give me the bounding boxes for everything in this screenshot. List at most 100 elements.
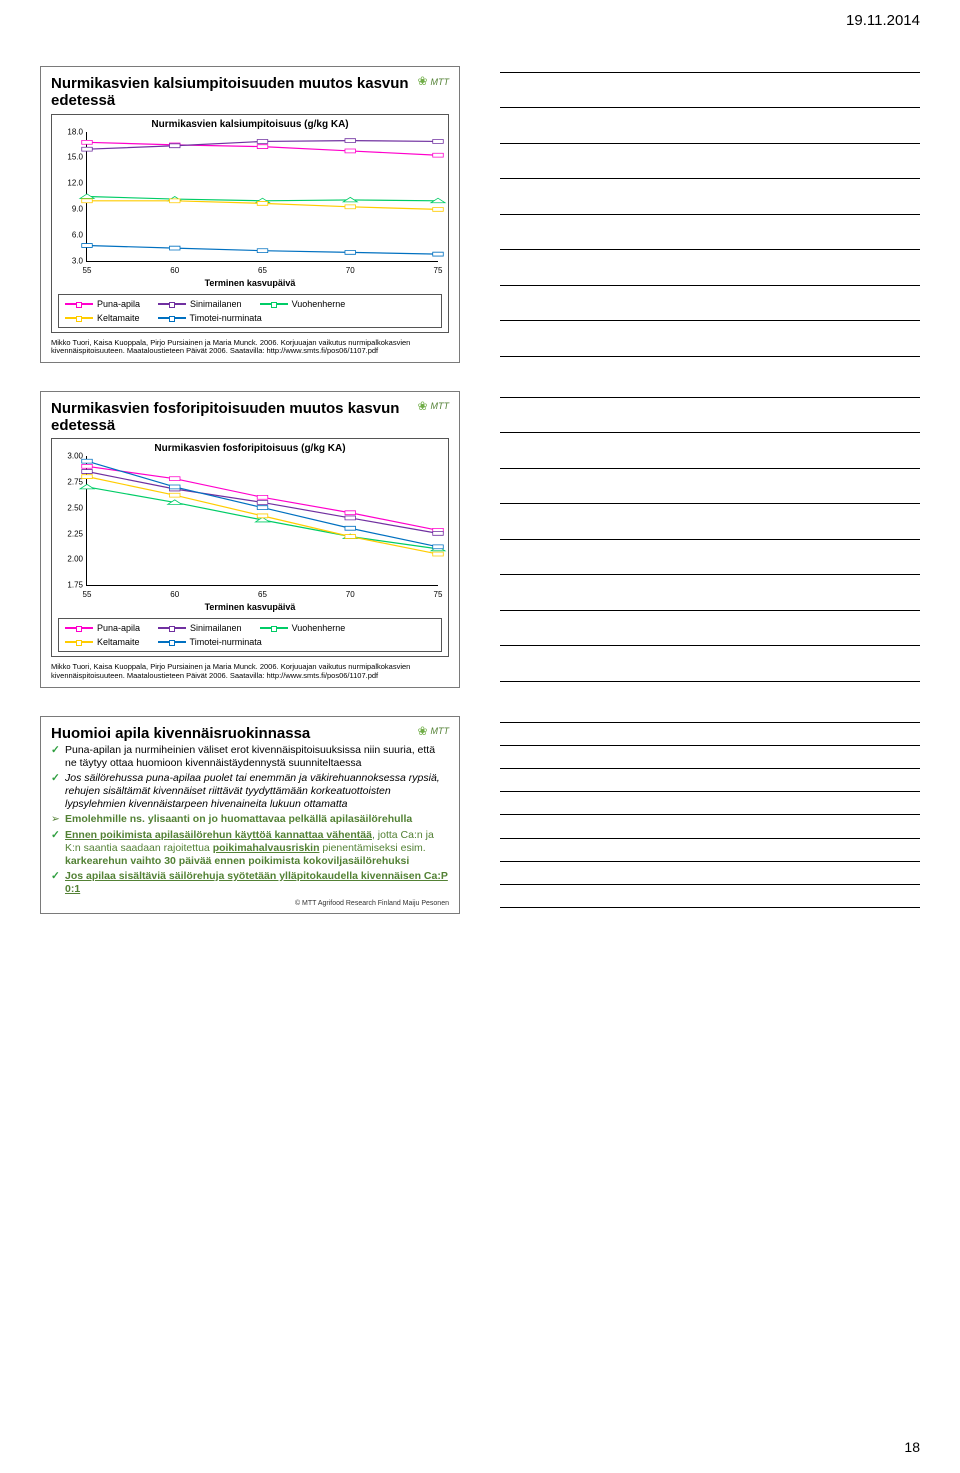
note-line [500, 72, 920, 73]
note-line [500, 320, 920, 321]
legend-label: Sinimailanen [190, 299, 242, 309]
x-tick: 60 [170, 266, 179, 275]
bullet-check: Ennen poikimista apilasäilörehun käyttöä… [65, 829, 449, 868]
note-line [500, 107, 920, 108]
y-tick: 2.75 [59, 478, 83, 487]
legend-item: Keltamaite [65, 637, 140, 647]
note-line [500, 574, 920, 575]
bullet-arrow: Emolehmille ns. ylisaanti on jo huomatta… [65, 813, 449, 826]
notes-area-1 [500, 66, 920, 363]
legend-label: Timotei-nurminata [190, 313, 262, 323]
row-2: Nurmikasvien fosforipitoisuuden muutos k… [40, 391, 920, 688]
note-line [500, 397, 920, 398]
chart-plot: 3.002.752.502.252.001.755560657075 [86, 456, 438, 586]
legend-item: Timotei-nurminata [158, 313, 262, 323]
chart-legend: Puna-apila Sinimailanen Vuohenherne Kelt… [58, 618, 442, 652]
legend-item: Puna-apila [65, 623, 140, 633]
legend-item: Sinimailanen [158, 299, 242, 309]
legend-item: Puna-apila [65, 299, 140, 309]
legend-label: Vuohenherne [292, 299, 346, 309]
x-tick: 70 [346, 266, 355, 275]
note-line [500, 768, 920, 769]
x-tick: 75 [434, 590, 443, 599]
x-tick: 55 [83, 266, 92, 275]
x-tick: 60 [170, 590, 179, 599]
note-line [500, 907, 920, 908]
note-line [500, 791, 920, 792]
slide-chart-calcium: Nurmikasvien kalsiumpitoisuuden muutos k… [40, 66, 460, 363]
slide-title: Nurmikasvien kalsiumpitoisuuden muutos k… [51, 75, 449, 110]
note-line [500, 814, 920, 815]
citation: Mikko Tuori, Kaisa Kuoppala, Pirjo Pursi… [51, 339, 449, 356]
note-line [500, 722, 920, 723]
row-1: Nurmikasvien kalsiumpitoisuuden muutos k… [40, 66, 920, 363]
note-line [500, 745, 920, 746]
x-axis-label: Terminen kasvupäivä [58, 602, 442, 612]
note-line [500, 838, 920, 839]
notes-area-3 [500, 716, 920, 915]
note-line [500, 178, 920, 179]
y-tick: 9.0 [59, 204, 83, 213]
note-line [500, 681, 920, 682]
legend-label: Vuohenherne [292, 623, 346, 633]
x-tick: 65 [258, 590, 267, 599]
y-tick: 2.50 [59, 503, 83, 512]
slide-title: Huomioi apila kivennäisruokinnassa ❀MTT [51, 725, 449, 742]
mtt-logo: ❀MTT [417, 400, 449, 414]
slide-title: Nurmikasvien fosforipitoisuuden muutos k… [51, 400, 449, 435]
chart-svg [87, 456, 438, 585]
note-line [500, 143, 920, 144]
legend-label: Keltamaite [97, 637, 140, 647]
y-tick: 1.75 [59, 581, 83, 590]
legend-item: Keltamaite [65, 313, 140, 323]
y-tick: 6.0 [59, 230, 83, 239]
mtt-logo: ❀MTT [417, 725, 449, 739]
slide-chart-phosphorus: Nurmikasvien fosforipitoisuuden muutos k… [40, 391, 460, 688]
page-date: 19.11.2014 [846, 12, 920, 29]
legend-item: Timotei-nurminata [158, 637, 262, 647]
page-number: 18 [904, 1439, 920, 1455]
chart-subtitle: Nurmikasvien kalsiumpitoisuus (g/kg KA) [58, 119, 442, 130]
slide-credit: © MTT Agrifood Research Finland Maiju Pe… [51, 900, 449, 907]
y-tick: 12.0 [59, 179, 83, 188]
legend-item: Sinimailanen [158, 623, 242, 633]
y-tick: 2.00 [59, 555, 83, 564]
note-line [500, 285, 920, 286]
page: 19.11.2014 18 Nurmikasvien kalsiumpitois… [0, 0, 960, 1473]
note-line [500, 432, 920, 433]
note-line [500, 503, 920, 504]
slide-text-apila: Huomioi apila kivennäisruokinnassa ❀MTT … [40, 716, 460, 915]
row-3: Huomioi apila kivennäisruokinnassa ❀MTT … [40, 716, 920, 915]
bullet-check: Jos apilaa sisältäviä säilörehuja syötet… [65, 870, 449, 896]
note-line [500, 356, 920, 357]
y-tick: 3.0 [59, 256, 83, 265]
y-tick: 18.0 [59, 127, 83, 136]
y-tick: 3.00 [59, 452, 83, 461]
bullet-check: Jos säilörehussa puna-apilaa puolet tai … [65, 772, 449, 811]
chart-box: Nurmikasvien kalsiumpitoisuus (g/kg KA)1… [51, 114, 449, 333]
legend-label: Puna-apila [97, 623, 140, 633]
citation: Mikko Tuori, Kaisa Kuoppala, Pirjo Pursi… [51, 663, 449, 680]
chart-legend: Puna-apila Sinimailanen Vuohenherne Kelt… [58, 294, 442, 328]
notes-area-2 [500, 391, 920, 688]
chart-subtitle: Nurmikasvien fosforipitoisuus (g/kg KA) [58, 443, 442, 454]
legend-item: Vuohenherne [260, 299, 346, 309]
legend-label: Puna-apila [97, 299, 140, 309]
note-line [500, 610, 920, 611]
note-line [500, 468, 920, 469]
chart-plot: 18.015.012.09.06.03.05560657075 [86, 132, 438, 262]
note-line [500, 861, 920, 862]
note-line [500, 249, 920, 250]
x-tick: 65 [258, 266, 267, 275]
note-line [500, 539, 920, 540]
legend-item: Vuohenherne [260, 623, 346, 633]
legend-label: Sinimailanen [190, 623, 242, 633]
note-line [500, 884, 920, 885]
x-tick: 55 [83, 590, 92, 599]
note-line [500, 214, 920, 215]
x-axis-label: Terminen kasvupäivä [58, 278, 442, 288]
legend-label: Keltamaite [97, 313, 140, 323]
note-line [500, 645, 920, 646]
legend-label: Timotei-nurminata [190, 637, 262, 647]
y-tick: 2.25 [59, 529, 83, 538]
